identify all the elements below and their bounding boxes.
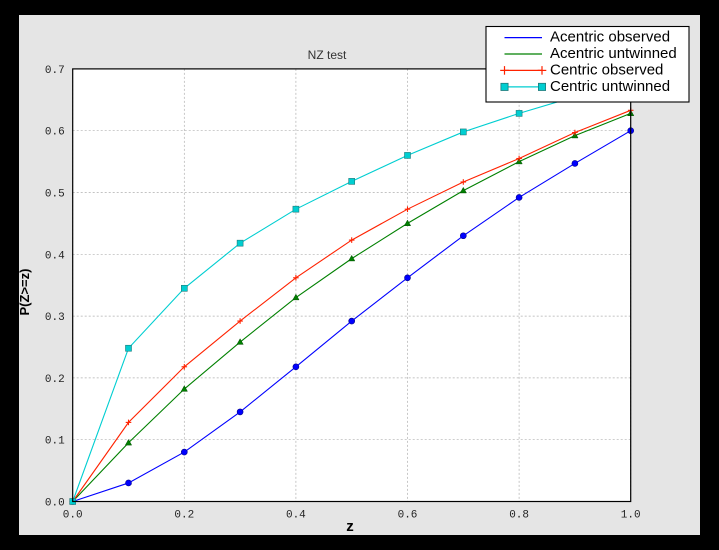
svg-text:0.6: 0.6 <box>398 510 418 522</box>
svg-text:Centric observed: Centric observed <box>550 61 663 78</box>
svg-text:P(Z>=z): P(Z>=z) <box>17 269 32 316</box>
svg-text:0.5: 0.5 <box>45 189 65 201</box>
svg-text:Acentric observed: Acentric observed <box>550 29 670 46</box>
svg-text:0.0: 0.0 <box>45 498 65 510</box>
svg-text:0.4: 0.4 <box>45 250 65 262</box>
svg-text:0.7: 0.7 <box>45 65 65 77</box>
svg-text:0.3: 0.3 <box>45 312 65 324</box>
svg-text:0.2: 0.2 <box>45 374 65 386</box>
svg-text:Acentric untwinned: Acentric untwinned <box>550 45 677 62</box>
svg-text:1.0: 1.0 <box>621 510 641 522</box>
svg-text:NZ test: NZ test <box>308 48 347 62</box>
svg-text:0.2: 0.2 <box>174 510 194 522</box>
svg-text:0.0: 0.0 <box>63 510 83 522</box>
svg-text:0.4: 0.4 <box>286 510 306 522</box>
svg-text:z: z <box>346 518 354 535</box>
svg-text:0.6: 0.6 <box>45 127 65 139</box>
svg-text:0.8: 0.8 <box>509 510 529 522</box>
svg-text:Centric untwinned: Centric untwinned <box>550 78 670 95</box>
svg-text:0.1: 0.1 <box>45 436 65 448</box>
